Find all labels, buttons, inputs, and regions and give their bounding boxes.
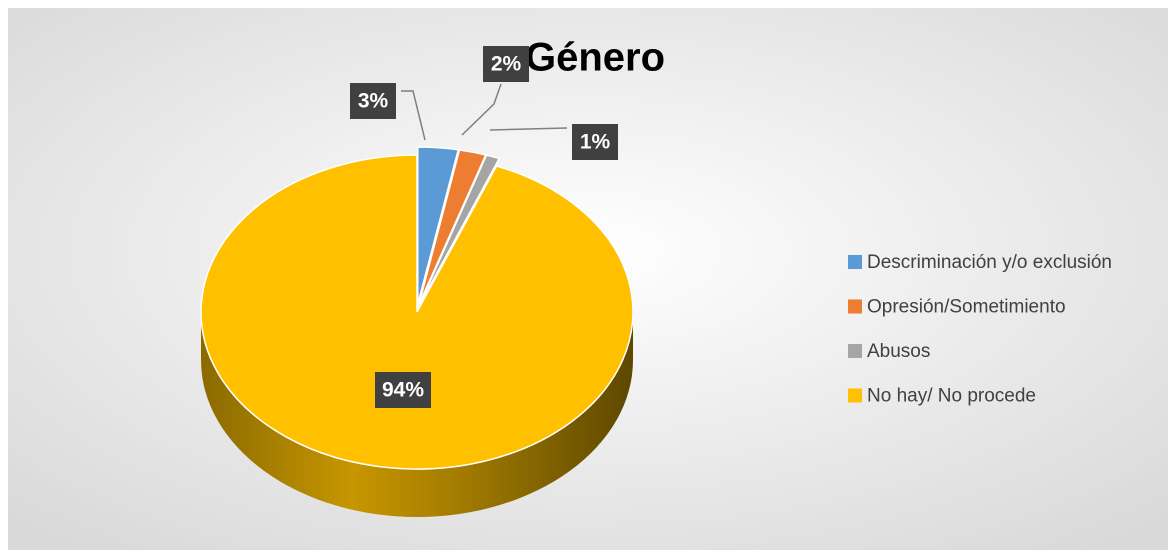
pie-side xyxy=(201,312,633,517)
pie-slice xyxy=(417,146,460,305)
pie-slice xyxy=(200,154,634,470)
legend-swatch xyxy=(848,255,862,269)
pie-slice xyxy=(419,154,501,305)
data-labels: 3% 2% 1% 94% xyxy=(350,46,618,408)
pie-slice xyxy=(418,149,487,305)
pie xyxy=(200,146,634,517)
legend-label: Descriminación y/o exclusión xyxy=(867,252,1112,273)
leader-line xyxy=(401,90,426,141)
legend-swatch xyxy=(848,344,862,358)
leader-line xyxy=(461,83,502,136)
data-label-box xyxy=(483,46,529,82)
legend-label: Opresión/Sometimiento xyxy=(867,297,1066,318)
data-label-box xyxy=(572,124,618,160)
leader-line xyxy=(489,127,568,131)
legend-label: Abusos xyxy=(867,341,930,362)
legend-label: No hay/ No procede xyxy=(867,386,1036,407)
legend-swatch xyxy=(848,299,862,314)
chart-title: Género xyxy=(525,36,665,80)
data-label-box xyxy=(375,372,431,408)
data-label: 94% xyxy=(382,379,424,402)
data-label: 3% xyxy=(358,90,389,113)
data-label: 1% xyxy=(580,131,611,154)
legend: Descriminación y/o exclusión Opresión/Som… xyxy=(848,252,1112,407)
data-label: 2% xyxy=(491,53,522,76)
legend-swatch xyxy=(848,388,862,403)
data-label-box xyxy=(350,83,396,119)
